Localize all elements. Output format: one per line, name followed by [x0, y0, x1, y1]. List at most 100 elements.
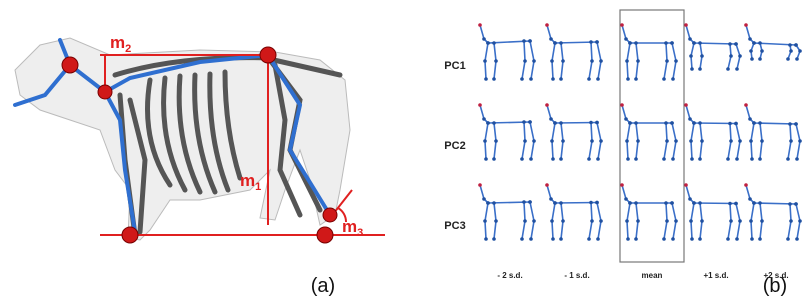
- stick-joint: [550, 59, 554, 63]
- stick-joint: [545, 23, 549, 27]
- stick-joint: [729, 219, 733, 223]
- stick-joint: [738, 139, 742, 143]
- stick-joint: [734, 202, 738, 206]
- stick-joint: [528, 200, 532, 204]
- stick-joint: [553, 41, 557, 45]
- stick-joint: [549, 117, 553, 121]
- stick-joint: [634, 237, 638, 241]
- stick-joint: [786, 57, 790, 61]
- row-label: PC2: [444, 140, 465, 152]
- stick-joint: [528, 120, 532, 124]
- stick-joint: [684, 23, 688, 27]
- stick-limb: [746, 105, 796, 124]
- stick-joint: [700, 219, 704, 223]
- stick-joint: [529, 237, 533, 241]
- stick-joint: [561, 219, 565, 223]
- stick-joint: [587, 77, 591, 81]
- stick-joint: [587, 157, 591, 161]
- stick-joint: [728, 122, 732, 126]
- stick-joint: [728, 42, 732, 46]
- stick-figures: [478, 23, 802, 241]
- stick-joint: [662, 77, 666, 81]
- stick-joint: [590, 59, 594, 63]
- stick-joint: [478, 103, 482, 107]
- stick-joint: [726, 67, 730, 71]
- column-label: - 2 s.d.: [497, 271, 522, 280]
- stick-joint: [794, 122, 798, 126]
- stick-joint: [561, 59, 565, 63]
- stick-joint: [700, 54, 704, 58]
- stick-joint: [758, 201, 762, 205]
- stick-joint: [674, 59, 678, 63]
- stick-joint: [748, 117, 752, 121]
- stick-joint: [628, 41, 632, 45]
- stick-joint: [624, 37, 628, 41]
- stick-joint: [744, 103, 748, 107]
- stick-joint: [788, 202, 792, 206]
- stick-joint: [587, 237, 591, 241]
- stick-limb: [547, 25, 597, 43]
- stick-joint: [671, 77, 675, 81]
- stick-joint: [599, 139, 603, 143]
- stick-joint: [750, 57, 754, 61]
- stick-joint: [590, 219, 594, 223]
- stick-joint: [748, 37, 752, 41]
- stick-joint: [551, 157, 555, 161]
- stick-joint: [589, 40, 593, 44]
- stick-joint: [559, 77, 563, 81]
- stick-joint: [520, 157, 524, 161]
- stick-joint: [726, 237, 730, 241]
- stick-joint: [589, 121, 593, 125]
- stick-joint: [559, 237, 563, 241]
- stick-joint: [748, 197, 752, 201]
- stick-joint: [734, 42, 738, 46]
- stick-joint: [549, 37, 553, 41]
- column-label: mean: [642, 271, 663, 280]
- stick-joint: [789, 49, 793, 53]
- stick-limb: [622, 25, 672, 43]
- stick-joint: [483, 139, 487, 143]
- stick-joint: [786, 237, 790, 241]
- column-label: +2 s.d.: [763, 271, 788, 280]
- stick-joint: [752, 121, 756, 125]
- column-label: - 1 s.d.: [564, 271, 589, 280]
- stick-joint: [684, 183, 688, 187]
- stick-joint: [620, 23, 624, 27]
- stick-joint: [599, 219, 603, 223]
- stick-joint: [788, 43, 792, 47]
- stick-joint: [698, 237, 702, 241]
- stick-joint: [532, 139, 536, 143]
- stick-joint: [492, 157, 496, 161]
- stick-joint: [636, 219, 640, 223]
- stick-joint: [590, 139, 594, 143]
- stick-joint: [674, 139, 678, 143]
- stick-joint: [690, 157, 694, 161]
- stick-joint: [545, 103, 549, 107]
- stick-joint: [492, 41, 496, 45]
- stick-joint: [492, 77, 496, 81]
- stick-joint: [750, 157, 754, 161]
- row-label: PC1: [444, 60, 465, 72]
- stick-limb: [622, 185, 672, 203]
- stick-limb: [547, 185, 597, 203]
- stick-joint: [749, 219, 753, 223]
- stick-joint: [636, 59, 640, 63]
- figure: m2 m1 m3 (a) (b) PC1PC2PC3- 2 s.d.- 1 s.…: [0, 0, 803, 303]
- stick-joint: [486, 121, 490, 125]
- stick-joint: [494, 59, 498, 63]
- stick-joint: [523, 219, 527, 223]
- stick-joint: [788, 122, 792, 126]
- stick-joint: [528, 39, 532, 43]
- stick-joint: [492, 237, 496, 241]
- stick-joint: [692, 121, 696, 125]
- stick-joint: [744, 23, 748, 27]
- stick-joint: [620, 183, 624, 187]
- stick-joint: [665, 59, 669, 63]
- stick-joint: [758, 41, 762, 45]
- stick-joint: [735, 157, 739, 161]
- stick-joint: [689, 219, 693, 223]
- stick-joint: [752, 41, 756, 45]
- stick-joint: [689, 139, 693, 143]
- stick-joint: [670, 121, 674, 125]
- stick-joint: [482, 117, 486, 121]
